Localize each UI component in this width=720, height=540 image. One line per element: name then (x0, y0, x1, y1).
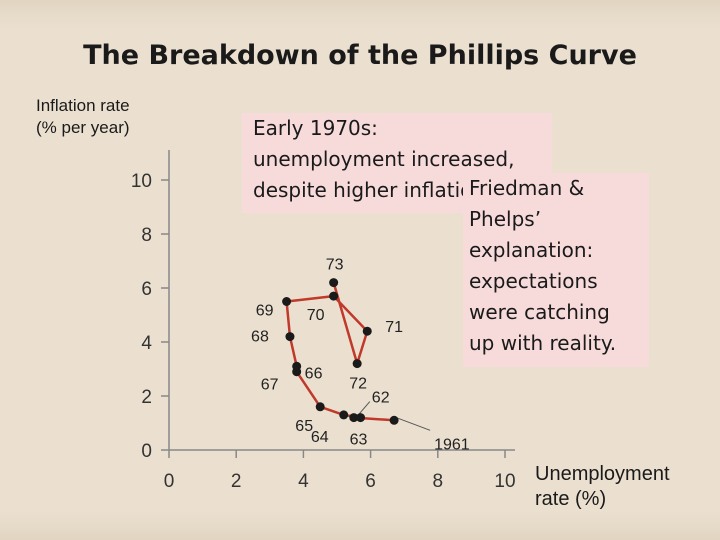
x-tick-label-0: 0 (164, 471, 175, 492)
x-axis-label: Unemployment rate (%) (535, 462, 705, 512)
leader-line-1961 (397, 417, 431, 431)
data-label-73: 73 (326, 257, 344, 274)
data-label-71: 71 (385, 319, 403, 336)
data-label-72: 72 (349, 376, 367, 393)
data-label-66: 66 (305, 366, 323, 383)
data-point-70 (329, 291, 339, 301)
y-tick-label-10: 10 (131, 171, 152, 192)
early-1970s-note-line-3: despite higher inflation. (253, 178, 492, 202)
data-label-69: 69 (256, 303, 274, 320)
data-point-71 (362, 326, 372, 336)
x-axis-label-line-2: rate (%) (535, 488, 607, 510)
data-label-64: 64 (311, 429, 329, 446)
friedman-phelps-note-line-6: up with reality. (469, 331, 617, 355)
y-tick-label-8: 8 (141, 225, 152, 246)
data-point-63 (356, 413, 366, 423)
data-label-65: 65 (295, 418, 313, 435)
y-axis-label-line-1: Inflation rate (36, 96, 130, 115)
data-point-73 (329, 278, 339, 288)
y-axis-label-line-2: (% per year) (36, 118, 130, 137)
data-label-70: 70 (307, 307, 325, 324)
data-label-63: 63 (350, 432, 368, 449)
data-point-67 (292, 361, 302, 371)
decorative-border-top (0, 0, 720, 30)
data-point-1961 (389, 415, 399, 425)
x-tick-label-6: 6 (365, 471, 376, 492)
data-label-67: 67 (261, 376, 279, 393)
x-tick-label-2: 2 (231, 471, 242, 492)
data-label-68: 68 (251, 329, 269, 346)
friedman-phelps-note-line-5: were catching (469, 300, 610, 324)
y-tick-label-4: 4 (141, 333, 152, 354)
friedman-phelps-note-line-1: Friedman & (469, 176, 585, 200)
early-1970s-note-line-1: Early 1970s: (253, 116, 378, 140)
data-point-72 (352, 359, 362, 369)
data-label-1961: 1961 (434, 436, 470, 453)
data-point-69 (282, 297, 292, 306)
data-label-62: 62 (372, 390, 390, 407)
friedman-phelps-note-line-3: explanation: (469, 238, 594, 262)
data-point-64 (339, 410, 349, 420)
data-point-68 (285, 332, 295, 342)
x-tick-label-10: 10 (494, 471, 515, 492)
decorative-border-bottom (0, 510, 720, 540)
slide-title: The Breakdown of the Phillips Curve (83, 40, 637, 71)
x-tick-label-4: 4 (298, 471, 309, 492)
x-tick-label-8: 8 (433, 471, 444, 492)
data-point-65 (315, 402, 325, 412)
early-1970s-note-line-2: unemployment increased, (253, 147, 515, 171)
y-tick-label-0: 0 (141, 441, 152, 462)
friedman-phelps-note-line-4: expectations (469, 269, 598, 293)
friedman-phelps-note-line-2: Phelps’ (469, 207, 542, 231)
x-axis-label-line-1: Unemployment (535, 463, 670, 485)
y-tick-label-2: 2 (141, 387, 152, 408)
y-axis-label: Inflation rate (% per year) (36, 95, 186, 139)
annotation-friedman-phelps: Friedman & Phelps’ explanation: expectation… (463, 173, 649, 367)
data-point-62 (349, 413, 359, 423)
y-tick-label-6: 6 (141, 279, 152, 300)
